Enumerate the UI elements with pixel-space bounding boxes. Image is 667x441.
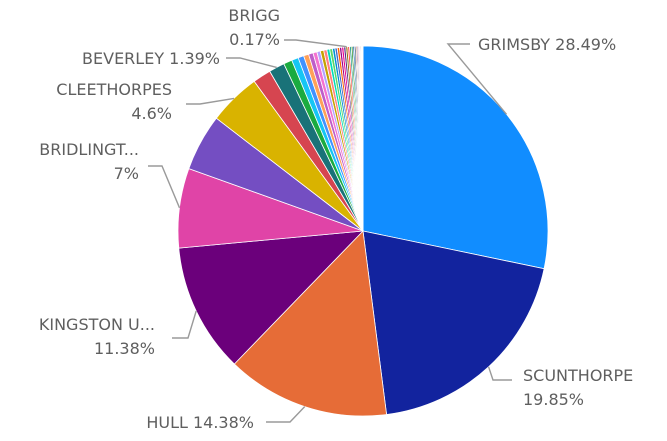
data-label-cleethorpes-value: 4.6%	[131, 104, 172, 123]
leader-line-beverley	[226, 57, 277, 69]
leader-line-bridlingt	[148, 165, 181, 209]
leader-line-cleethorpes	[186, 97, 235, 105]
leader-line-grimsby	[446, 43, 508, 115]
data-label-kingston-u-value: 11.38%	[94, 339, 155, 358]
leader-line-brigg	[284, 39, 347, 48]
pie-slice-hull[interactable]	[233, 230, 388, 417]
data-label-kingston-u: KINGSTON U...	[39, 315, 155, 334]
data-label-beverley: BEVERLEY 1.39%	[82, 49, 220, 68]
data-label-scunthorpe-value: 19.85%	[523, 390, 584, 409]
pie-slices	[177, 45, 549, 417]
leader-line-hull	[266, 406, 306, 423]
pie-slice-grimsby[interactable]	[362, 45, 549, 270]
data-label-cleethorpes: CLEETHORPES	[56, 80, 172, 99]
data-label-hull: HULL 14.38%	[146, 413, 254, 432]
slice-labels: GRIMSBY 28.49% SCUNTHORPE 19.85% HULL 14.38…	[39, 6, 633, 432]
data-label-grimsby: GRIMSBY 28.49%	[478, 35, 616, 54]
data-label-scunthorpe: SCUNTHORPE	[523, 366, 633, 385]
leader-line-kingston-u	[172, 310, 197, 339]
data-label-brigg: BRIGG	[228, 6, 280, 25]
pie-slice-scunthorpe[interactable]	[362, 230, 545, 415]
data-label-bridlingt-value: 7%	[114, 164, 139, 183]
data-label-brigg-value: 0.17%	[229, 30, 280, 49]
leader-line-scunthorpe	[487, 366, 512, 381]
pie-slice-slice-39[interactable]	[362, 45, 364, 232]
data-label-bridlingt: BRIDLINGT...	[39, 140, 139, 159]
